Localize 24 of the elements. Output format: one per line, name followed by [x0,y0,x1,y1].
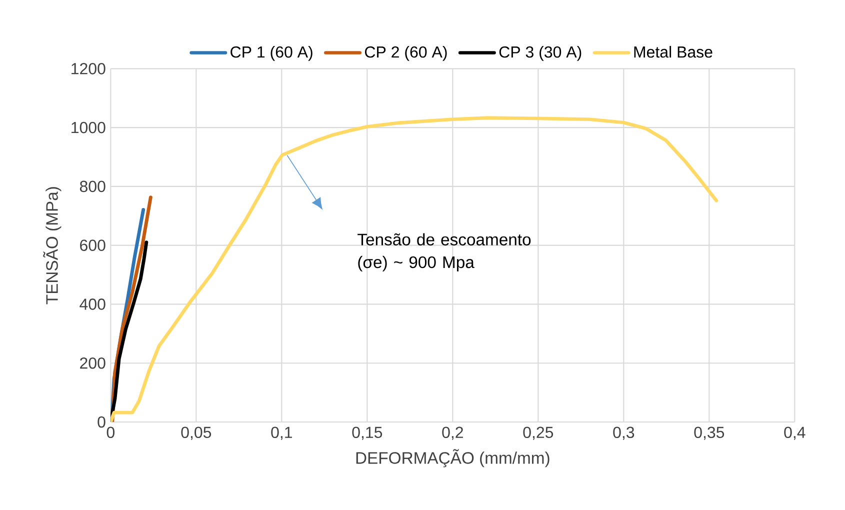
x-tick-label: 0 [106,426,114,438]
y-tick-label: 1000 [72,122,106,134]
y-tick-label: 600 [80,240,106,251]
x-tick-label: 0,3 [613,426,634,440]
y-axis-title: TENSÃO (MPa) [43,187,62,304]
x-tick-label: 0,35 [694,426,724,440]
x-tick-label: 0,25 [523,426,554,440]
y-tick-label: 400 [80,298,106,310]
y-tick-label: 200 [80,357,106,369]
x-tick-label: 0,05 [181,426,212,440]
legend-label: CP 1 (60 A) [230,46,312,61]
x-tick-label: 0,4 [784,426,806,440]
x-axis-title: DEFORMAÇÃO (mm/mm) [356,449,550,468]
legend-label: Metal Base [634,46,712,58]
y-tick-label: 1200 [72,63,106,74]
annotation: Tensão de escoamento (σe) ~ 900 Mpa [358,233,531,272]
line-series [110,116,718,422]
x-tick-label: 0,2 [442,426,463,440]
x-tick-label: 0,1 [271,426,292,440]
y-tick-label: 800 [80,180,106,192]
legend-label: CP 2 (60 A) [365,46,447,61]
y-tick-label: 0 [98,416,106,428]
legend-label: CP 3 (30 A) [499,46,582,61]
x-tick-label: 0,15 [352,426,382,440]
